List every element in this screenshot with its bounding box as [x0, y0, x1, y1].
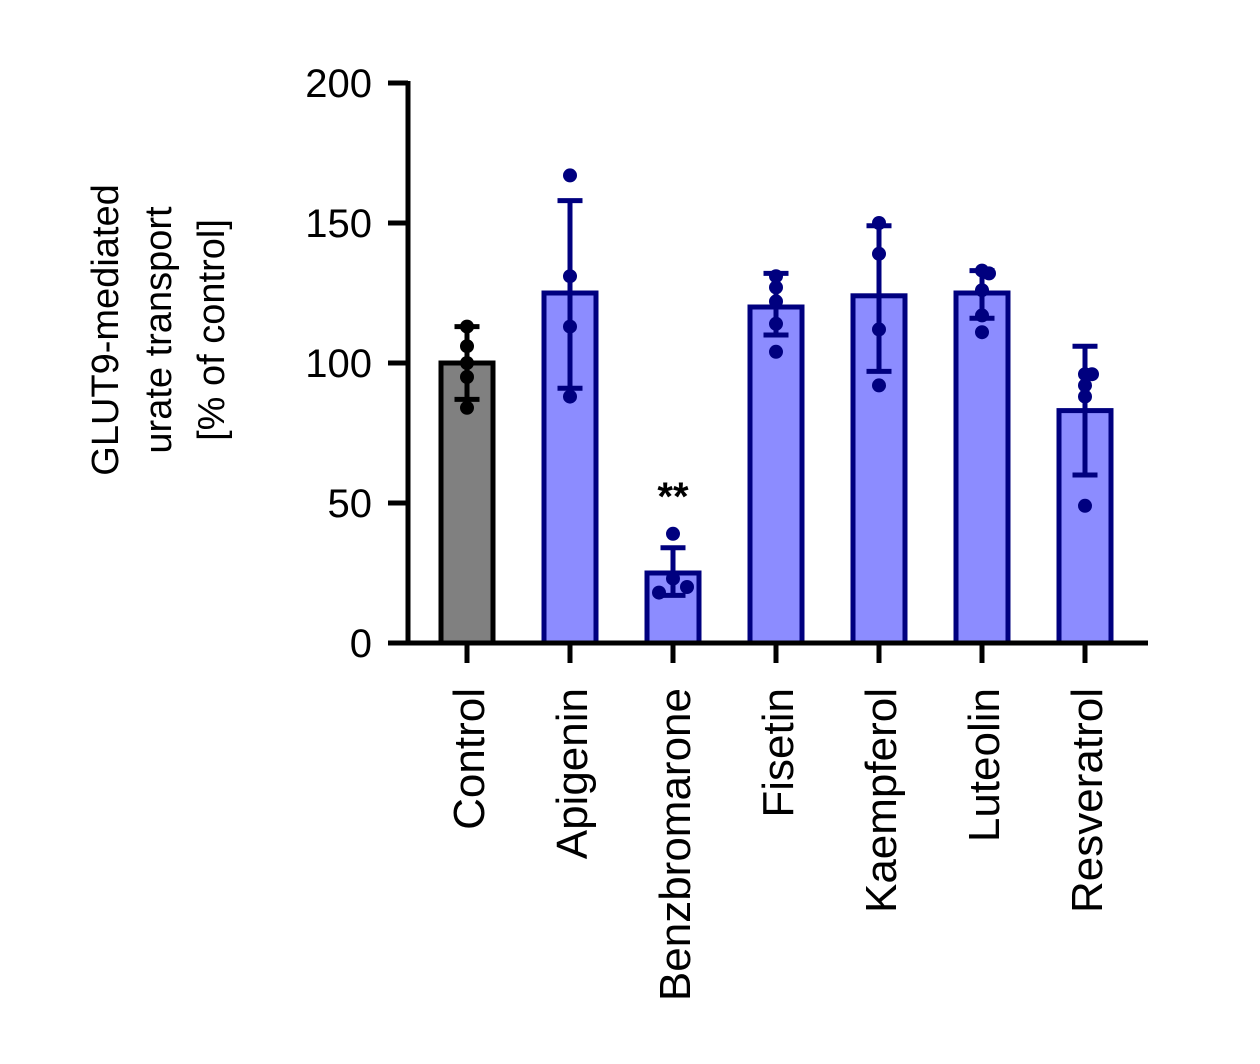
y-axis-title-line: GLUT9-mediated — [85, 184, 127, 475]
x-tick-label-apigenin: Apigenin — [548, 688, 597, 859]
data-point-resveratrol — [1078, 367, 1092, 382]
data-point-fisetin — [769, 344, 783, 359]
x-tick-label-luteolin: Luteolin — [960, 688, 1009, 842]
data-point-kaempferol — [872, 378, 886, 393]
data-point-apigenin — [563, 168, 577, 183]
x-tick-label-kaempferol: Kaempferol — [857, 688, 906, 913]
data-point-benzbromarone — [652, 585, 666, 600]
y-tick-label: 0 — [350, 622, 372, 666]
y-tick-label: 150 — [305, 202, 372, 246]
data-point-benzbromarone — [680, 580, 694, 594]
data-point-fisetin — [769, 269, 783, 284]
x-tick-label-control: Control — [445, 688, 494, 830]
x-tick-label-fisetin: Fisetin — [754, 688, 803, 818]
data-point-luteolin — [975, 283, 989, 298]
data-point-resveratrol — [1078, 498, 1092, 513]
data-point-apigenin — [563, 389, 577, 404]
data-point-control — [460, 319, 474, 334]
data-point-resveratrol — [1078, 378, 1092, 393]
y-tick-label: 200 — [305, 62, 372, 106]
data-point-kaempferol — [872, 246, 886, 261]
data-point-apigenin — [563, 269, 577, 284]
data-point-benzbromarone — [666, 571, 680, 586]
data-point-luteolin — [975, 308, 989, 323]
data-point-control — [460, 339, 474, 354]
y-tick-label: 50 — [328, 482, 373, 526]
data-point-benzbromarone — [666, 526, 680, 541]
data-point-kaempferol — [872, 322, 886, 337]
y-axis-title-line: urate transport — [138, 206, 180, 454]
x-tick-label-benzbromarone: Benzbromarone — [651, 688, 700, 1001]
x-tick-label-resveratrol: Resveratrol — [1063, 688, 1112, 913]
data-point-luteolin — [975, 263, 989, 278]
data-point-apigenin — [563, 319, 577, 334]
data-point-luteolin — [975, 325, 989, 340]
y-axis-title-line: [% of control] — [191, 219, 233, 441]
data-point-fisetin — [769, 316, 783, 331]
data-point-control — [460, 370, 474, 384]
significance-marker: ** — [657, 475, 689, 519]
data-point-control — [460, 356, 474, 370]
data-point-kaempferol — [872, 216, 886, 230]
data-point-resveratrol — [1078, 389, 1092, 404]
y-tick-label: 100 — [305, 342, 372, 386]
data-point-control — [460, 400, 474, 415]
bar-luteolin — [953, 290, 1011, 646]
data-point-fisetin — [769, 294, 783, 309]
data-point-fisetin — [769, 280, 783, 295]
